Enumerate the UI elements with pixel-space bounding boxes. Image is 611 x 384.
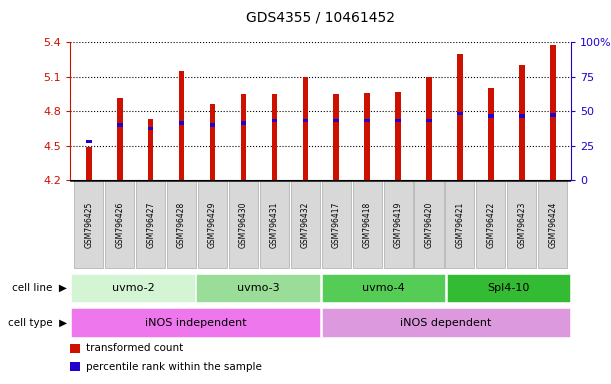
Text: iNOS independent: iNOS independent [145,318,246,328]
FancyBboxPatch shape [197,274,320,302]
FancyBboxPatch shape [167,181,196,268]
FancyBboxPatch shape [105,181,134,268]
Text: GSM796427: GSM796427 [146,202,155,248]
Bar [519,65,525,180]
Text: GSM796422: GSM796422 [486,202,496,248]
Bar [426,77,432,180]
Bar [179,71,185,180]
Text: GDS4355 / 10461452: GDS4355 / 10461452 [246,10,395,24]
Text: GSM796428: GSM796428 [177,202,186,248]
Bar [457,54,463,180]
Bar [272,94,277,180]
FancyBboxPatch shape [538,181,567,268]
Bar [272,119,277,122]
FancyBboxPatch shape [322,274,445,302]
Bar [550,45,555,180]
Bar [334,94,339,180]
Text: iNOS dependent: iNOS dependent [400,318,492,328]
FancyBboxPatch shape [322,181,351,268]
Bar [210,104,215,180]
Bar [241,121,246,124]
Text: uvmo-4: uvmo-4 [362,283,404,293]
Text: GSM796425: GSM796425 [84,202,93,248]
Text: GSM796417: GSM796417 [332,202,341,248]
Bar [395,119,401,122]
Text: Spl4-10: Spl4-10 [488,283,530,293]
FancyBboxPatch shape [447,274,570,302]
Bar [395,92,401,180]
Text: percentile rank within the sample: percentile rank within the sample [86,362,262,372]
Bar [364,93,370,180]
Bar [86,139,92,143]
FancyBboxPatch shape [507,181,536,268]
Bar [70,344,80,353]
Text: GSM796429: GSM796429 [208,202,217,248]
Text: GSM796421: GSM796421 [455,202,464,248]
FancyBboxPatch shape [229,181,258,268]
Bar [426,119,432,122]
FancyBboxPatch shape [414,181,444,268]
Bar [86,147,92,180]
FancyBboxPatch shape [291,181,320,268]
Bar [364,119,370,122]
Text: GSM796418: GSM796418 [363,202,371,248]
Bar [70,362,80,371]
Bar [148,119,153,180]
Bar [117,98,123,180]
Text: GSM796424: GSM796424 [548,202,557,248]
FancyBboxPatch shape [322,308,570,337]
Text: GSM796432: GSM796432 [301,202,310,248]
FancyBboxPatch shape [477,181,505,268]
FancyBboxPatch shape [136,181,165,268]
FancyBboxPatch shape [260,181,289,268]
Text: GSM796419: GSM796419 [393,202,403,248]
FancyBboxPatch shape [71,308,320,337]
FancyBboxPatch shape [384,181,412,268]
FancyBboxPatch shape [198,181,227,268]
Bar [241,94,246,180]
Bar [334,119,339,122]
Text: GSM796426: GSM796426 [115,202,124,248]
FancyBboxPatch shape [353,181,382,268]
Text: cell type  ▶: cell type ▶ [8,318,67,328]
Bar [550,113,555,117]
Bar [302,77,308,180]
Text: GSM796423: GSM796423 [518,202,526,248]
FancyBboxPatch shape [75,181,103,268]
Text: GSM796430: GSM796430 [239,201,248,248]
Text: GSM796420: GSM796420 [425,202,434,248]
Bar [488,88,494,180]
Bar [148,127,153,130]
Text: uvmo-3: uvmo-3 [237,283,279,293]
FancyBboxPatch shape [445,181,475,268]
Bar [302,119,308,122]
Bar [519,114,525,118]
Bar [117,124,123,127]
FancyBboxPatch shape [71,274,194,302]
Bar [488,114,494,118]
Text: GSM796431: GSM796431 [270,202,279,248]
Bar [179,121,185,124]
Bar [210,124,215,127]
Text: cell line  ▶: cell line ▶ [12,283,67,293]
Text: uvmo-2: uvmo-2 [112,283,154,293]
Text: transformed count: transformed count [86,343,183,353]
Bar [457,112,463,115]
